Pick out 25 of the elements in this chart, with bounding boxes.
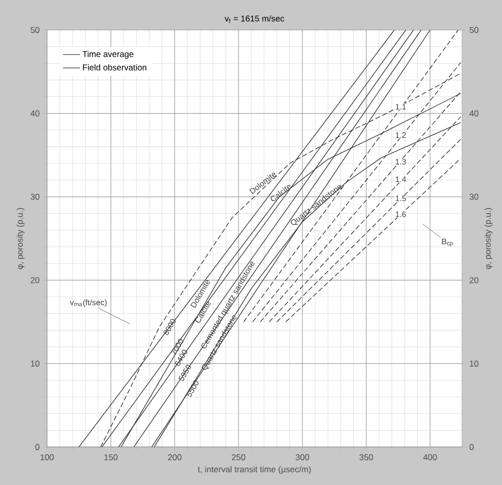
legend-label: Field observation: [83, 64, 146, 70]
y2-tick-label: 40: [469, 110, 478, 116]
x-tick-label: 300: [296, 454, 310, 460]
y2-axis-title: φ, porosity (p.u.): [484, 208, 492, 270]
x-axis-title: t, interval transit time (µsec/m): [198, 466, 311, 474]
y2-tick-label: 50: [470, 27, 478, 33]
x-tick-label: 250: [232, 454, 246, 460]
x-tick-label: 100: [40, 454, 54, 460]
x-tick-label: 400: [423, 454, 437, 460]
y-tick-label: 20: [30, 277, 40, 284]
y-tick-label: 40: [30, 110, 40, 116]
y2-tick-label: 0: [470, 444, 474, 450]
y2-tick-label: 10: [470, 360, 478, 367]
x-tick-label: 350: [360, 454, 373, 460]
x-tick-label: 200: [168, 454, 182, 460]
y-tick-label: 50: [30, 27, 40, 33]
x-tick-label: 150: [104, 454, 118, 460]
y-tick-label: 30: [30, 194, 40, 200]
y-tick-label: 10: [30, 360, 40, 367]
y-axis-title: φ, porosity (p.u.): [16, 208, 24, 270]
legend-label: Time average: [82, 50, 134, 59]
y2-tick-label: 30: [470, 194, 478, 200]
chart-title: v$_{f}$ = 1615 m/sec: [224, 15, 284, 23]
y2-tick-label: 20: [470, 277, 478, 284]
y-tick-label: 0: [35, 444, 40, 450]
